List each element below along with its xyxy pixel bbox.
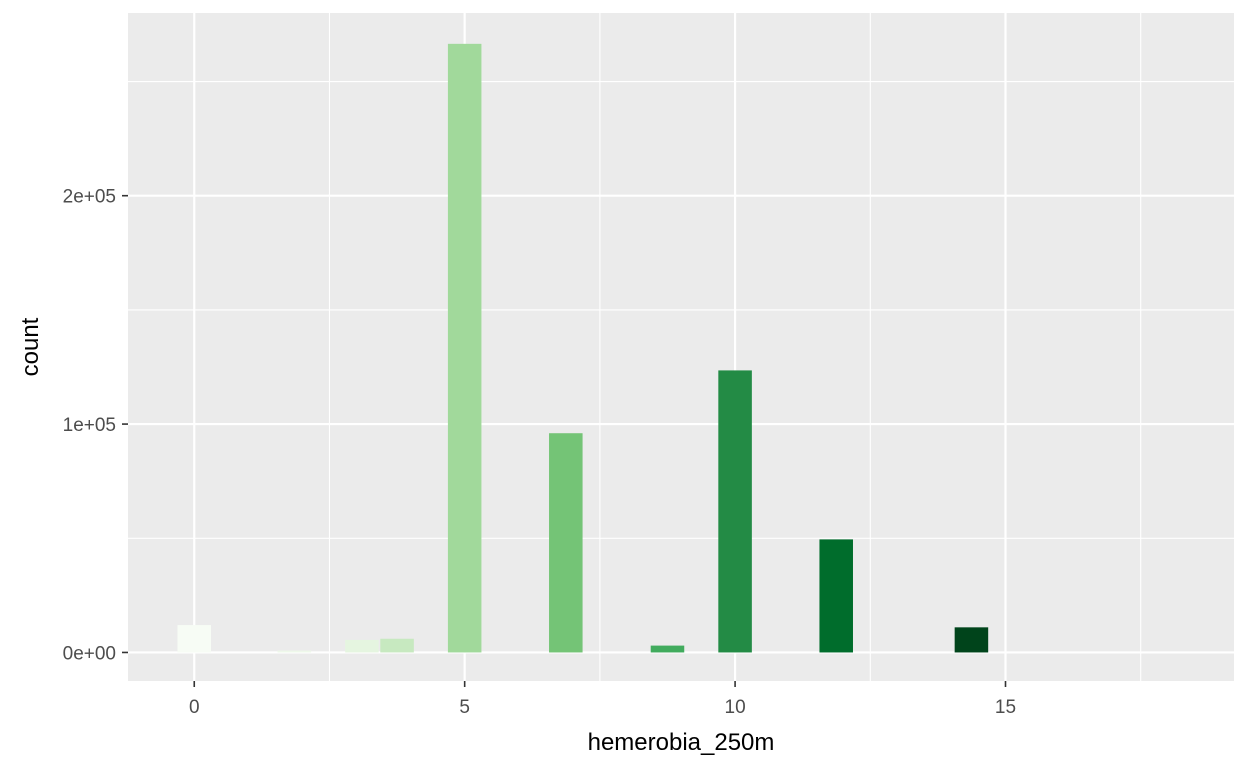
bar xyxy=(718,370,752,653)
grid-lines xyxy=(128,13,1234,681)
x-tick-label: 10 xyxy=(725,697,746,718)
plot-panel xyxy=(128,13,1234,681)
bars xyxy=(177,43,989,653)
bar xyxy=(447,43,482,653)
x-tick-label: 15 xyxy=(995,697,1016,718)
y-axis-title: count xyxy=(17,317,44,376)
x-tick-label: 5 xyxy=(459,697,470,718)
bar xyxy=(549,433,583,653)
bar xyxy=(345,639,379,653)
y-tick-label: 1e+05 xyxy=(63,415,116,436)
bar xyxy=(650,645,685,653)
bar xyxy=(380,638,414,653)
bar xyxy=(177,625,212,653)
x-tick-label: 0 xyxy=(189,697,200,718)
y-axis: 0e+00 1e+05 2e+05 xyxy=(63,187,128,664)
bar xyxy=(277,650,312,653)
bar xyxy=(819,539,853,653)
x-axis-title: hemerobia_250m xyxy=(588,729,775,756)
bar xyxy=(954,627,989,653)
y-tick-label: 2e+05 xyxy=(63,187,116,208)
y-tick-label: 0e+00 xyxy=(63,643,116,664)
x-axis: 0 5 10 15 xyxy=(189,681,1016,718)
